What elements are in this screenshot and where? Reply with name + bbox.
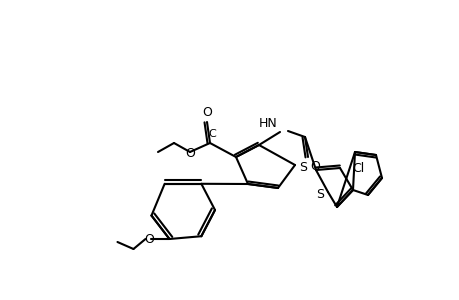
Text: Cl: Cl (351, 161, 364, 175)
Text: HN: HN (259, 117, 277, 130)
Text: S: S (298, 160, 306, 173)
Text: O: O (185, 146, 195, 160)
Text: O: O (309, 160, 319, 173)
Text: O: O (144, 232, 154, 245)
Text: C: C (207, 129, 215, 139)
Text: S: S (315, 188, 323, 200)
Text: O: O (202, 106, 212, 119)
